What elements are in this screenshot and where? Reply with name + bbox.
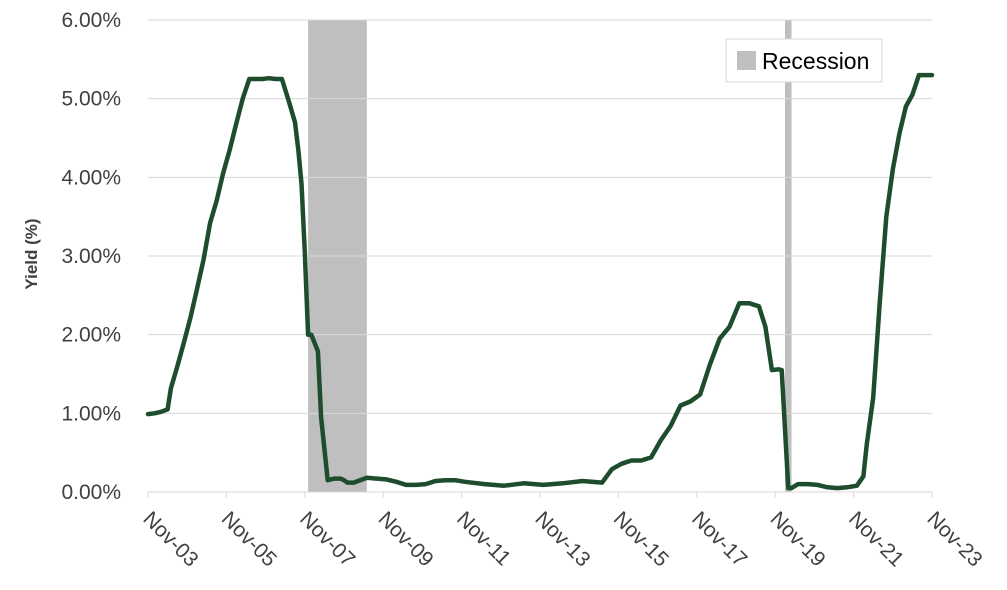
x-tick-label: Nov-21 [844, 507, 908, 571]
legend-label-recession: Recession [762, 48, 869, 74]
x-tick-label: Nov-11 [452, 507, 515, 570]
legend-swatch-recession [737, 51, 756, 70]
y-tick-label: 6.00% [61, 9, 121, 32]
y-tick-label: 2.00% [61, 324, 121, 347]
legend: Recession [725, 38, 883, 83]
y-tick-label: 4.00% [61, 166, 121, 189]
y-axis-title: Yield (%) [22, 218, 41, 289]
x-tick-label: Nov-19 [766, 507, 830, 571]
series-layer [145, 72, 935, 491]
x-tick-label: Nov-03 [138, 507, 202, 571]
y-tick-label: 1.00% [61, 402, 121, 425]
x-tick-label: Nov-09 [374, 507, 438, 571]
x-tick-label: Nov-15 [609, 507, 673, 571]
y-tick-label: 0.00% [61, 481, 121, 504]
horizontal-gridlines [147, 19, 933, 498]
x-tick-label: Nov-13 [530, 507, 594, 571]
x-tick-label: Nov-07 [295, 507, 359, 571]
y-tick-label: 5.00% [61, 88, 121, 111]
y-tick-labels: 0.00% 1.00% 2.00% 3.00% 4.00% 5.00% 6.00% [61, 9, 121, 504]
y-tick-label: 3.00% [61, 245, 121, 268]
x-tick-label: Nov-23 [922, 507, 986, 571]
x-tick-label: Nov-05 [217, 507, 281, 571]
series-line [145, 72, 935, 491]
x-tick-labels: Nov-03 Nov-05 Nov-07 Nov-09 Nov-11 Nov-13 Nov-… [138, 507, 986, 571]
x-tick-label: Nov-17 [687, 507, 751, 571]
